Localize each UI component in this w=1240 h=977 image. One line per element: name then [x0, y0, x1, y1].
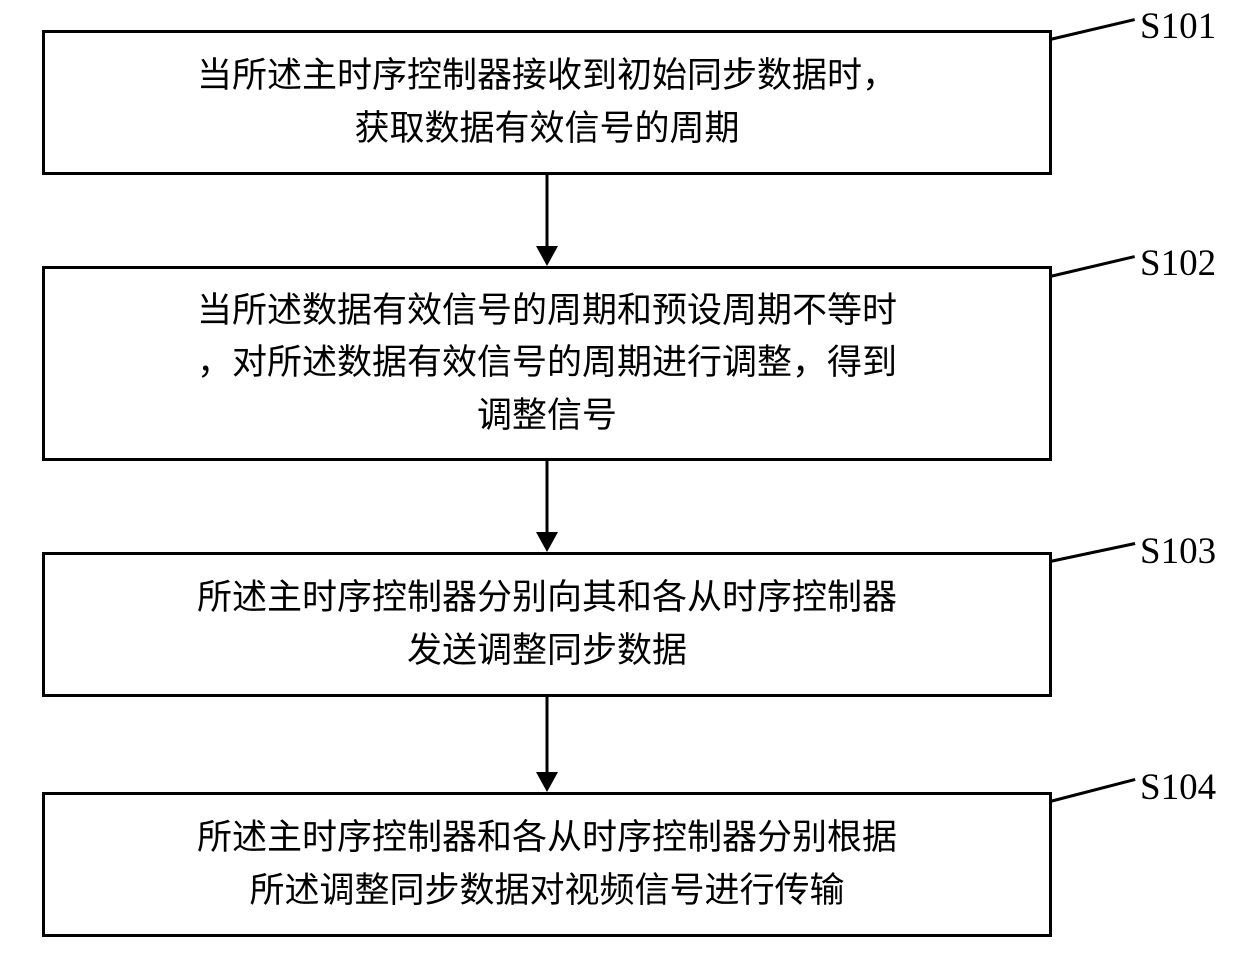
label-leader-line	[1050, 18, 1136, 41]
flow-node-text: 所述主时序控制器和各从时序控制器分别根据所述调整同步数据对视频信号进行传输	[177, 804, 917, 925]
label-leader-line	[1050, 778, 1136, 803]
label-leader-line	[1050, 255, 1136, 278]
flowchart-canvas: 当所述主时序控制器接收到初始同步数据时，获取数据有效信号的周期 S101 当所述数据…	[0, 0, 1240, 977]
arrow-head-icon	[536, 246, 558, 266]
step-label: S103	[1140, 530, 1216, 573]
flow-node-text: 所述主时序控制器分别向其和各从时序控制器发送调整同步数据	[177, 564, 917, 685]
flow-node: 所述主时序控制器和各从时序控制器分别根据所述调整同步数据对视频信号进行传输	[42, 792, 1052, 937]
flow-node: 当所述主时序控制器接收到初始同步数据时，获取数据有效信号的周期	[42, 30, 1052, 175]
flow-node: 当所述数据有效信号的周期和预设周期不等时，对所述数据有效信号的周期进行调整，得到…	[42, 266, 1052, 461]
arrow-head-icon	[536, 532, 558, 552]
label-leader-line	[1050, 542, 1136, 563]
step-label: S102	[1140, 242, 1216, 285]
step-label: S101	[1140, 5, 1216, 48]
arrow-shaft	[546, 697, 549, 772]
flow-node-text: 当所述数据有效信号的周期和预设周期不等时，对所述数据有效信号的周期进行调整，得到…	[177, 277, 917, 451]
arrow-shaft	[546, 461, 549, 532]
arrow-shaft	[546, 175, 549, 246]
arrow-head-icon	[536, 772, 558, 792]
flow-node: 所述主时序控制器分别向其和各从时序控制器发送调整同步数据	[42, 552, 1052, 697]
flow-node-text: 当所述主时序控制器接收到初始同步数据时，获取数据有效信号的周期	[177, 42, 917, 163]
step-label: S104	[1140, 766, 1216, 809]
